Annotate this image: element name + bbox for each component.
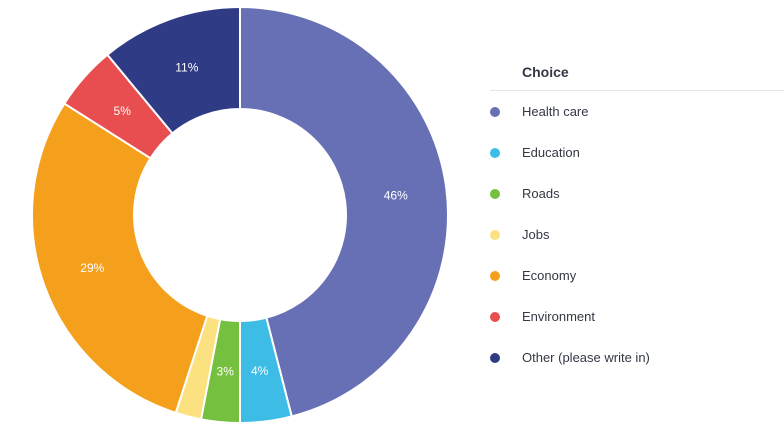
legend-swatch-icon xyxy=(490,147,500,158)
donut-chart: 46% 4% 3% 29% 5% 11% xyxy=(31,5,449,425)
legend-swatch-icon xyxy=(490,352,500,363)
slice-value-label: 3% xyxy=(217,364,235,378)
slice-value-label: 5% xyxy=(114,104,132,118)
legend: Choice Health care Education Roads Jobs Econ… xyxy=(490,54,784,378)
legend-label: Health care xyxy=(522,104,589,119)
legend-swatch-icon xyxy=(490,188,500,199)
donut-slice xyxy=(31,102,209,415)
slice-value-label: 11% xyxy=(175,60,198,74)
legend-label: Economy xyxy=(522,268,577,283)
legend-swatch-icon xyxy=(490,106,500,117)
legend-header: Choice xyxy=(490,54,784,91)
legend-item: Environment xyxy=(490,296,784,337)
legend-item: Education xyxy=(490,132,784,173)
legend-item: Roads xyxy=(490,173,784,214)
legend-item: Health care xyxy=(490,91,784,132)
slice-value-label: 29% xyxy=(80,261,104,275)
donut-slices xyxy=(31,5,449,425)
donut-slice xyxy=(106,5,241,135)
slice-value-label: 4% xyxy=(251,364,269,378)
legend-label: Jobs xyxy=(522,227,550,242)
legend-label: Environment xyxy=(522,309,595,324)
slice-value-label: 46% xyxy=(384,188,408,202)
donut-slice xyxy=(239,5,449,418)
legend-swatch-icon xyxy=(490,270,500,281)
legend-item: Other (please write in) xyxy=(490,337,784,378)
legend-label: Education xyxy=(522,145,580,160)
legend-label: Other (please write in) xyxy=(522,350,650,365)
legend-item: Jobs xyxy=(490,214,784,255)
donut-slice-labels: 46% 4% 3% 29% 5% 11% xyxy=(80,60,408,378)
legend-list: Health care Education Roads Jobs Economy Envi… xyxy=(490,91,784,378)
legend-item: Economy xyxy=(490,255,784,296)
legend-swatch-icon xyxy=(490,311,500,322)
legend-label: Roads xyxy=(522,186,560,201)
donut-chart-svg: 46% 4% 3% 29% 5% 11% xyxy=(31,5,449,425)
legend-swatch-icon xyxy=(490,229,500,240)
